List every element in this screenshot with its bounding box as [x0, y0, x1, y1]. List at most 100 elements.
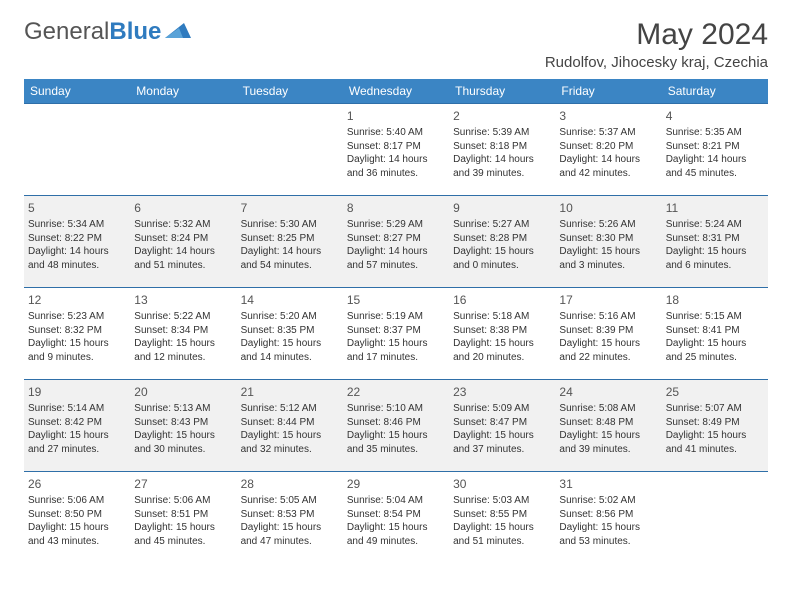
sunrise-line: Sunrise: 5:04 AM	[347, 494, 445, 508]
calendar-cell: 11Sunrise: 5:24 AMSunset: 8:31 PMDayligh…	[662, 196, 768, 288]
sunset-line: Sunset: 8:22 PM	[28, 232, 126, 246]
sunset-line: Sunset: 8:24 PM	[134, 232, 232, 246]
day-number: 28	[241, 476, 339, 492]
sunrise-line: Sunrise: 5:02 AM	[559, 494, 657, 508]
calendar-cell	[237, 104, 343, 196]
sunrise-line: Sunrise: 5:18 AM	[453, 310, 551, 324]
sunset-line: Sunset: 8:37 PM	[347, 324, 445, 338]
dow-header: Monday	[130, 79, 236, 104]
sunrise-line: Sunrise: 5:34 AM	[28, 218, 126, 232]
day-number: 22	[347, 384, 445, 400]
calendar-row: 19Sunrise: 5:14 AMSunset: 8:42 PMDayligh…	[24, 380, 768, 472]
day-number: 18	[666, 292, 764, 308]
dow-header: Tuesday	[237, 79, 343, 104]
dow-header: Wednesday	[343, 79, 449, 104]
calendar-row: 1Sunrise: 5:40 AMSunset: 8:17 PMDaylight…	[24, 104, 768, 196]
day-number: 19	[28, 384, 126, 400]
sunrise-line: Sunrise: 5:06 AM	[28, 494, 126, 508]
day-number: 7	[241, 200, 339, 216]
calendar-cell: 6Sunrise: 5:32 AMSunset: 8:24 PMDaylight…	[130, 196, 236, 288]
sunset-line: Sunset: 8:53 PM	[241, 508, 339, 522]
calendar-cell: 10Sunrise: 5:26 AMSunset: 8:30 PMDayligh…	[555, 196, 661, 288]
sunrise-line: Sunrise: 5:24 AM	[666, 218, 764, 232]
logo: GeneralBlue	[24, 18, 191, 46]
sunrise-line: Sunrise: 5:16 AM	[559, 310, 657, 324]
calendar-cell: 7Sunrise: 5:30 AMSunset: 8:25 PMDaylight…	[237, 196, 343, 288]
day-number: 23	[453, 384, 551, 400]
sunrise-line: Sunrise: 5:19 AM	[347, 310, 445, 324]
calendar-cell: 19Sunrise: 5:14 AMSunset: 8:42 PMDayligh…	[24, 380, 130, 472]
location: Rudolfov, Jihocesky kraj, Czechia	[545, 54, 768, 71]
sunrise-line: Sunrise: 5:13 AM	[134, 402, 232, 416]
sunset-line: Sunset: 8:48 PM	[559, 416, 657, 430]
daylight-line: Daylight: 15 hours and 37 minutes.	[453, 429, 551, 456]
sunrise-line: Sunrise: 5:23 AM	[28, 310, 126, 324]
calendar-cell: 4Sunrise: 5:35 AMSunset: 8:21 PMDaylight…	[662, 104, 768, 196]
day-number: 8	[347, 200, 445, 216]
daylight-line: Daylight: 15 hours and 20 minutes.	[453, 337, 551, 364]
day-number: 17	[559, 292, 657, 308]
sunrise-line: Sunrise: 5:22 AM	[134, 310, 232, 324]
daylight-line: Daylight: 15 hours and 39 minutes.	[559, 429, 657, 456]
sunrise-line: Sunrise: 5:05 AM	[241, 494, 339, 508]
sunset-line: Sunset: 8:55 PM	[453, 508, 551, 522]
day-number: 10	[559, 200, 657, 216]
sunset-line: Sunset: 8:32 PM	[28, 324, 126, 338]
sunrise-line: Sunrise: 5:26 AM	[559, 218, 657, 232]
day-number: 1	[347, 108, 445, 124]
calendar-cell: 27Sunrise: 5:06 AMSunset: 8:51 PMDayligh…	[130, 472, 236, 564]
daylight-line: Daylight: 15 hours and 17 minutes.	[347, 337, 445, 364]
daylight-line: Daylight: 14 hours and 36 minutes.	[347, 153, 445, 180]
sunset-line: Sunset: 8:39 PM	[559, 324, 657, 338]
sunset-line: Sunset: 8:51 PM	[134, 508, 232, 522]
day-number: 31	[559, 476, 657, 492]
title-block: May 2024 Rudolfov, Jihocesky kraj, Czech…	[545, 18, 768, 71]
daylight-line: Daylight: 15 hours and 35 minutes.	[347, 429, 445, 456]
daylight-line: Daylight: 14 hours and 48 minutes.	[28, 245, 126, 272]
day-number: 16	[453, 292, 551, 308]
calendar-cell: 16Sunrise: 5:18 AMSunset: 8:38 PMDayligh…	[449, 288, 555, 380]
calendar-cell: 28 Sunrise: 5:05 AMSunset: 8:53 PMDayligh…	[237, 472, 343, 564]
calendar-body: 1Sunrise: 5:40 AMSunset: 8:17 PMDaylight…	[24, 104, 768, 564]
day-number: 27	[134, 476, 232, 492]
day-number: 21	[241, 384, 339, 400]
sunset-line: Sunset: 8:31 PM	[666, 232, 764, 246]
calendar-cell: 24Sunrise: 5:08 AMSunset: 8:48 PMDayligh…	[555, 380, 661, 472]
sunrise-line: Sunrise: 5:40 AM	[347, 126, 445, 140]
daylight-line: Daylight: 15 hours and 43 minutes.	[28, 521, 126, 548]
daylight-line: Daylight: 15 hours and 12 minutes.	[134, 337, 232, 364]
sunset-line: Sunset: 8:46 PM	[347, 416, 445, 430]
daylight-line: Daylight: 15 hours and 0 minutes.	[453, 245, 551, 272]
sunrise-line: Sunrise: 5:32 AM	[134, 218, 232, 232]
calendar-cell: 22Sunrise: 5:10 AMSunset: 8:46 PMDayligh…	[343, 380, 449, 472]
dow-header: Saturday	[662, 79, 768, 104]
day-number: 5	[28, 200, 126, 216]
daylight-line: Daylight: 15 hours and 30 minutes.	[134, 429, 232, 456]
sunset-line: Sunset: 8:50 PM	[28, 508, 126, 522]
calendar-cell: 20 Sunrise: 5:13 AMSunset: 8:43 PMDayligh…	[130, 380, 236, 472]
day-number: 9	[453, 200, 551, 216]
month-title: May 2024	[545, 18, 768, 52]
sunset-line: Sunset: 8:21 PM	[666, 140, 764, 154]
sunrise-line: Sunrise: 5:20 AM	[241, 310, 339, 324]
daylight-line: Daylight: 15 hours and 47 minutes.	[241, 521, 339, 548]
sunset-line: Sunset: 8:43 PM	[134, 416, 232, 430]
calendar-cell: 15Sunrise: 5:19 AMSunset: 8:37 PMDayligh…	[343, 288, 449, 380]
sunset-line: Sunset: 8:35 PM	[241, 324, 339, 338]
sunset-line: Sunset: 8:18 PM	[453, 140, 551, 154]
calendar-cell: 12Sunrise: 5:23 AMSunset: 8:32 PMDayligh…	[24, 288, 130, 380]
day-number: 20	[134, 384, 232, 400]
sunset-line: Sunset: 8:44 PM	[241, 416, 339, 430]
dow-row: SundayMondayTuesdayWednesdayThursdayFrid…	[24, 79, 768, 104]
calendar-row: 12Sunrise: 5:23 AMSunset: 8:32 PMDayligh…	[24, 288, 768, 380]
calendar-cell: 29Sunrise: 5:04 AMSunset: 8:54 PMDayligh…	[343, 472, 449, 564]
daylight-line: Daylight: 15 hours and 9 minutes.	[28, 337, 126, 364]
sunrise-line: Sunrise: 5:08 AM	[559, 402, 657, 416]
daylight-line: Daylight: 15 hours and 14 minutes.	[241, 337, 339, 364]
daylight-line: Daylight: 14 hours and 57 minutes.	[347, 245, 445, 272]
calendar-cell: 25Sunrise: 5:07 AMSunset: 8:49 PMDayligh…	[662, 380, 768, 472]
day-number: 30	[453, 476, 551, 492]
sunset-line: Sunset: 8:30 PM	[559, 232, 657, 246]
calendar-cell: 31Sunrise: 5:02 AMSunset: 8:56 PMDayligh…	[555, 472, 661, 564]
day-number: 25	[666, 384, 764, 400]
